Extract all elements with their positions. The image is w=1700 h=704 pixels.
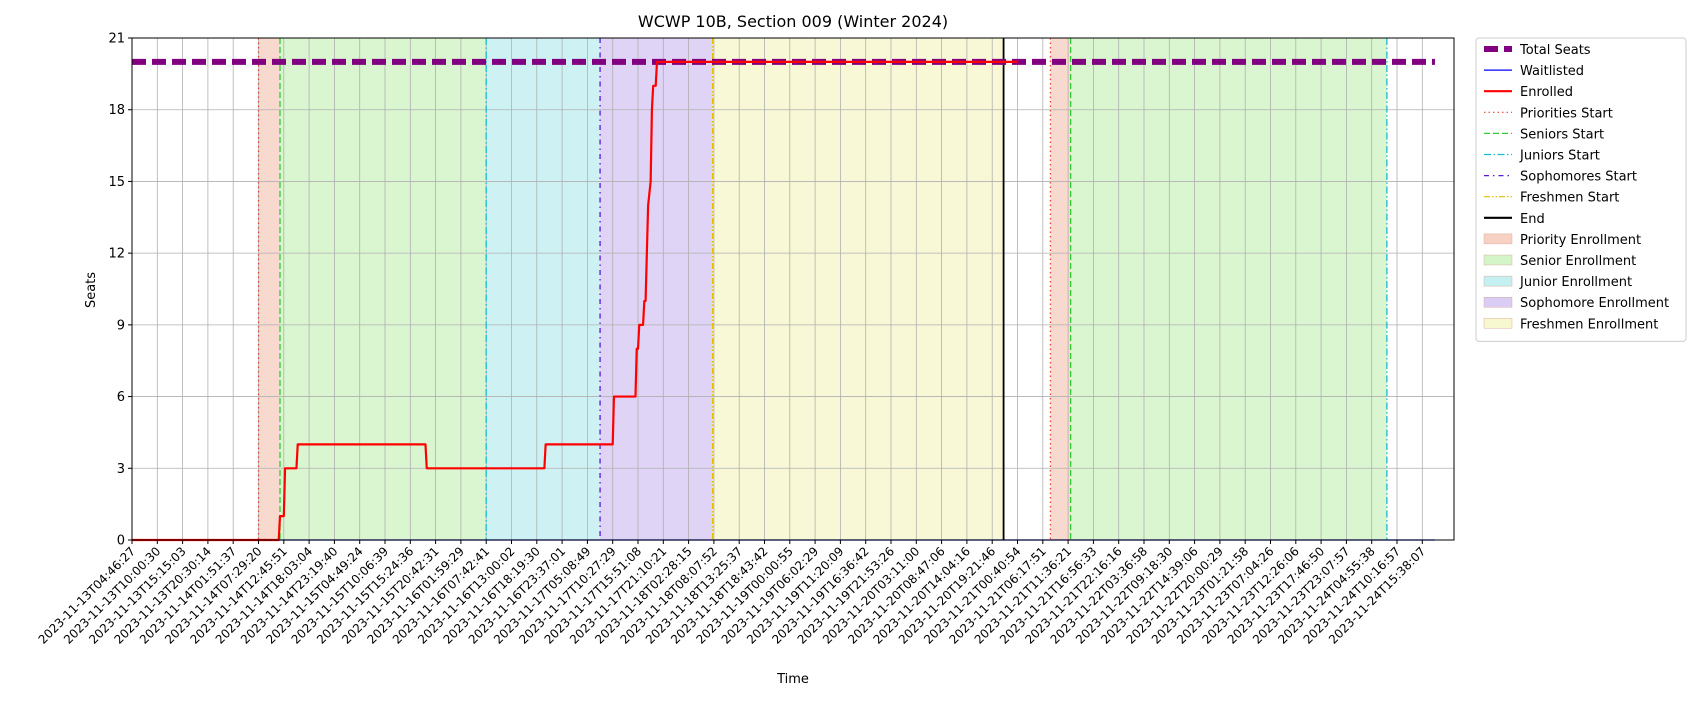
legend-entry-senior-enrollment: Senior Enrollment: [1483, 254, 1636, 269]
region-priority-enrollment: [258, 38, 281, 540]
grid: [131, 37, 1454, 541]
legend-swatch: [1483, 254, 1513, 266]
start-markers: [257, 38, 1388, 540]
legend-entry-enrolled: Enrolled: [1484, 85, 1573, 100]
x-axis-label: Time: [776, 672, 809, 687]
region-sophomore-enrollment: [600, 38, 713, 540]
legend-swatch: [1483, 275, 1513, 287]
y-tick-label: 6: [117, 390, 125, 405]
legend-box: [1475, 37, 1687, 342]
legend-entry-junior-enrollment: Junior Enrollment: [1483, 275, 1632, 290]
legend-entry-freshmen-start: Freshmen Start: [1484, 191, 1619, 206]
chart-title: WCWP 10B, Section 009 (Winter 2024): [638, 12, 948, 31]
x-axis: 2023-11-13T04:46:272023-11-13T10:00:3020…: [36, 540, 1428, 647]
legend-label: Sophomores Start: [1520, 170, 1637, 185]
y-tick-label: 18: [108, 103, 125, 118]
y-tick-label: 21: [108, 32, 125, 47]
legend-label: Enrolled: [1520, 85, 1573, 100]
legend-label: Freshmen Start: [1520, 191, 1619, 206]
legend-entry-end: End: [1484, 212, 1545, 227]
legend-label: Priority Enrollment: [1520, 233, 1641, 248]
legend-entry-priority-enrollment: Priority Enrollment: [1483, 233, 1641, 248]
series-enrolled: [132, 60, 1018, 542]
legend-swatch: [1483, 297, 1513, 308]
legend-swatch: [1483, 233, 1513, 245]
legend-swatch: [1483, 318, 1513, 329]
legend-entry-sophomores-start: Sophomores Start: [1484, 170, 1637, 185]
legend-entry-juniors-start: Juniors Start: [1484, 149, 1600, 164]
enrollment-regions: [258, 38, 1387, 540]
y-tick-label: 9: [117, 318, 125, 333]
legend-label: End: [1520, 212, 1545, 227]
legend-entry-total-seats: Total Seats: [1484, 43, 1591, 58]
legend-entry-priorities-start: Priorities Start: [1484, 106, 1613, 121]
region-freshmen-enrollment: [712, 38, 1004, 540]
y-axis: 0 3 6 9 12 15 18 21: [108, 32, 132, 549]
legend-entry-waitlisted: Waitlisted: [1484, 64, 1584, 79]
y-axis-label: Seats: [84, 272, 99, 308]
legend-label: Sophomore Enrollment: [1520, 296, 1669, 311]
region-senior-enrollment: [1070, 38, 1387, 540]
legend-entry-sophomore-enrollment: Sophomore Enrollment: [1483, 296, 1669, 311]
legend-label: Juniors Start: [1519, 149, 1600, 164]
region-priority-enrollment: [1050, 38, 1071, 540]
legend-entry-freshmen-enrollment: Freshmen Enrollment: [1483, 317, 1658, 332]
legend-label: Waitlisted: [1520, 64, 1584, 79]
region-junior-enrollment: [486, 38, 601, 540]
legend-label: Senior Enrollment: [1520, 254, 1636, 269]
legend-label: Junior Enrollment: [1519, 275, 1632, 290]
y-tick-label: 0: [117, 534, 125, 549]
y-tick-label: 15: [108, 175, 125, 190]
plot-frame: [131, 37, 1455, 541]
legend-entry-seniors-start: Seniors Start: [1484, 127, 1604, 142]
y-tick-label: 3: [117, 462, 125, 477]
legend-label: Priorities Start: [1520, 106, 1613, 121]
region-senior-enrollment: [280, 38, 487, 540]
legend-label: Seniors Start: [1520, 127, 1604, 142]
legend-label: Freshmen Enrollment: [1520, 317, 1658, 332]
legend-label: Total Seats: [1519, 43, 1591, 58]
legend: Total Seats Waitlisted Enrolled Priorities …: [1475, 37, 1687, 342]
y-tick-label: 12: [108, 247, 125, 262]
